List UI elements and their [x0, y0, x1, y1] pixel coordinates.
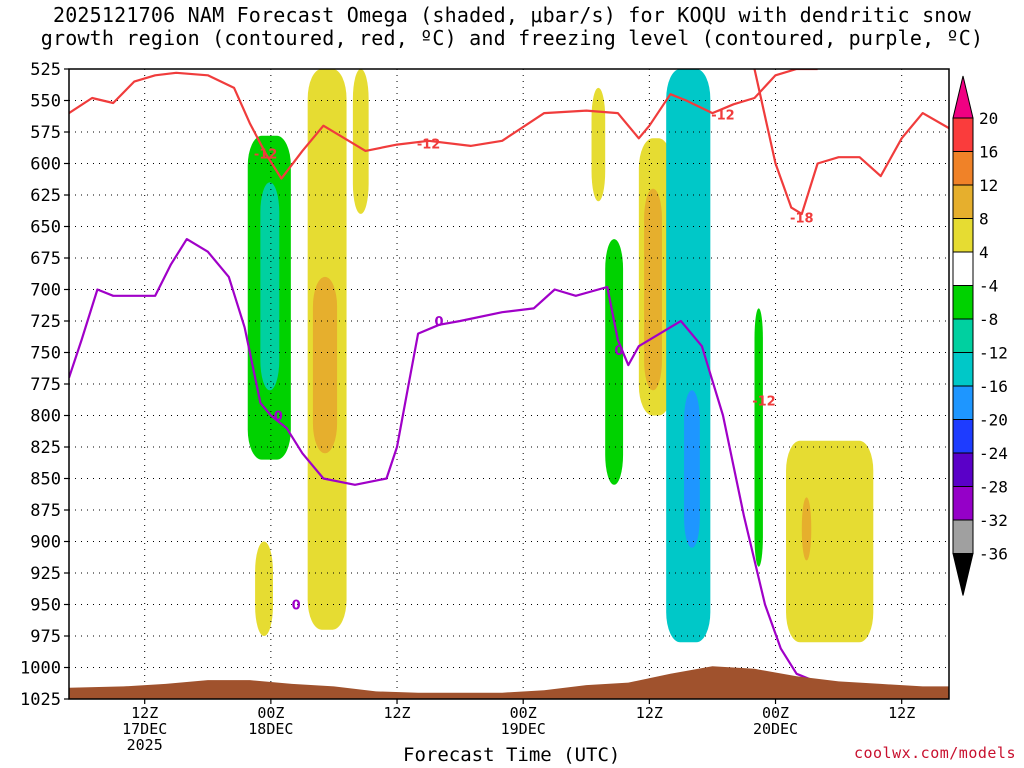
y-tick-label-0: 525: [30, 60, 61, 80]
colorbar-label-4: 4: [979, 243, 989, 262]
y-tick-label-13: 850: [30, 470, 61, 490]
omega-region-12: [754, 308, 763, 567]
omega-region-6: [591, 87, 606, 202]
y-tick-label-17: 950: [30, 596, 61, 616]
x-tick-label-6-0: 12Z: [888, 704, 915, 722]
y-axis: 525 550 575 600 625 650 675 700 725 750 775 800 825 8…: [20, 60, 69, 710]
colorbar-label-9: -20: [979, 411, 1008, 430]
omega-region-9: [605, 239, 624, 485]
chart-title: 2025121706 NAM Forecast Omega (shaded, μ…: [0, 4, 1024, 50]
omega-shading-layer: [247, 69, 874, 643]
y-tick-label-16: 925: [30, 564, 61, 584]
chart-title-line-1: 2025121706 NAM Forecast Omega (shaded, μ…: [52, 3, 972, 27]
y-tick-label-6: 675: [30, 249, 61, 269]
y-tick-label-7: 700: [30, 281, 61, 301]
y-tick-label-8: 725: [30, 312, 61, 332]
contour-label-7: 0: [292, 599, 301, 614]
y-tick-label-11: 800: [30, 407, 61, 427]
contour-label-2: -12: [711, 108, 735, 123]
x-tick-label-0-2: 2025: [127, 736, 163, 754]
y-tick-label-2: 575: [30, 123, 61, 143]
y-tick-label-20: 1025: [20, 690, 61, 710]
colorbar-label-10: -24: [979, 444, 1008, 463]
colorbar-label-5: -4: [979, 277, 998, 296]
omega-region-13: [786, 440, 874, 643]
y-tick-label-5: 650: [30, 218, 61, 238]
x-tick-label-1-1: 18DEC: [248, 720, 293, 738]
contour-label-6: 0: [614, 344, 623, 359]
colorbar-segment-9: [952, 419, 974, 454]
colorbar-segment-1: [952, 151, 974, 186]
x-tick-label-0-0: 12Z: [131, 704, 158, 722]
contour-label-0: -12: [254, 147, 278, 162]
colorbar-segment-7: [952, 352, 974, 387]
colorbar-segment-5: [952, 285, 974, 320]
colorbar-top-arrow: [952, 75, 974, 119]
colorbar-label-2: 12: [979, 176, 998, 195]
colorbar-segment-2: [952, 184, 974, 219]
contour-layer: [69, 69, 949, 682]
omega-region-5: [352, 69, 369, 214]
colorbar-label-8: -16: [979, 377, 1008, 396]
x-tick-label-3-0: 00Z: [510, 704, 537, 722]
y-tick-label-3: 600: [30, 155, 61, 175]
colorbar-segment-3: [952, 218, 974, 253]
contour-series-1: [753, 69, 949, 215]
omega-region-11: [684, 390, 700, 548]
y-tick-label-14: 875: [30, 501, 61, 521]
colorbar-label-1: 16: [979, 143, 998, 162]
y-tick-label-15: 900: [30, 533, 61, 553]
colorbar-label-7: -12: [979, 344, 1008, 363]
y-tick-label-4: 625: [30, 186, 61, 206]
x-tick-label-5-0: 00Z: [762, 704, 789, 722]
colorbar-label-3: 8: [979, 210, 989, 229]
omega-region-4: [255, 541, 273, 636]
y-tick-label-1: 550: [30, 92, 61, 112]
omega-region-3: [312, 276, 338, 454]
contour-label-8: -12: [752, 394, 776, 409]
y-tick-label-10: 775: [30, 375, 61, 395]
x-tick-label-4-0: 12Z: [636, 704, 663, 722]
colorbar-label-12: -32: [979, 511, 1008, 530]
chart-title-line-2: growth region (contoured, red, ºC) and f…: [40, 26, 984, 50]
x-tick-label-2-0: 12Z: [383, 704, 410, 722]
y-tick-label-18: 975: [30, 627, 61, 647]
colorbar-segment-6: [952, 318, 974, 353]
omega-region-14: [801, 497, 812, 561]
colorbar-label-11: -28: [979, 478, 1008, 497]
contour-label-layer: -12 -12 -12 -18 0 0 0 0 -12: [254, 108, 814, 613]
x-tick-label-5-1: 20DEC: [753, 720, 798, 738]
contour-series-0: [69, 69, 818, 180]
colorbar-label-6: -8: [979, 310, 998, 329]
colorbar-segment-11: [952, 486, 974, 521]
x-tick-label-0-1: 17DEC: [122, 720, 167, 738]
terrain-layer: [69, 666, 949, 699]
terrain-area: [69, 666, 949, 699]
x-tick-label-3-1: 19DEC: [501, 720, 546, 738]
colorbar-segment-0: [952, 117, 974, 152]
y-tick-label-9: 750: [30, 344, 61, 364]
contour-series-2: [69, 238, 813, 682]
colorbar-label-13: -36: [979, 545, 1008, 564]
contour-label-5: 0: [435, 315, 444, 330]
x-tick-label-1-0: 00Z: [257, 704, 284, 722]
contour-label-1: -12: [417, 137, 441, 152]
site-credit: coolwx.com/models: [853, 744, 1016, 762]
contour-label-4: 0: [274, 410, 283, 425]
contour-label-3: -18: [790, 212, 814, 227]
colorbar-segment-4: [952, 251, 974, 286]
omega-region-8: [644, 188, 662, 391]
colorbar: 20 16 12 8 4 -4 -8 -12 -16 -20 -24 -28 -32 -36: [952, 75, 1008, 596]
colorbar-label-0: 20: [979, 109, 998, 128]
colorbar-bottom-arrow: [952, 553, 974, 596]
colorbar-segment-8: [952, 385, 974, 420]
colorbar-segment-10: [952, 452, 974, 487]
colorbar-segment-12: [952, 519, 974, 554]
x-axis-label: Forecast Time (UTC): [403, 744, 621, 766]
y-tick-label-19: 1000: [20, 659, 61, 679]
omega-region-1: [260, 182, 280, 391]
y-tick-label-12: 825: [30, 438, 61, 458]
